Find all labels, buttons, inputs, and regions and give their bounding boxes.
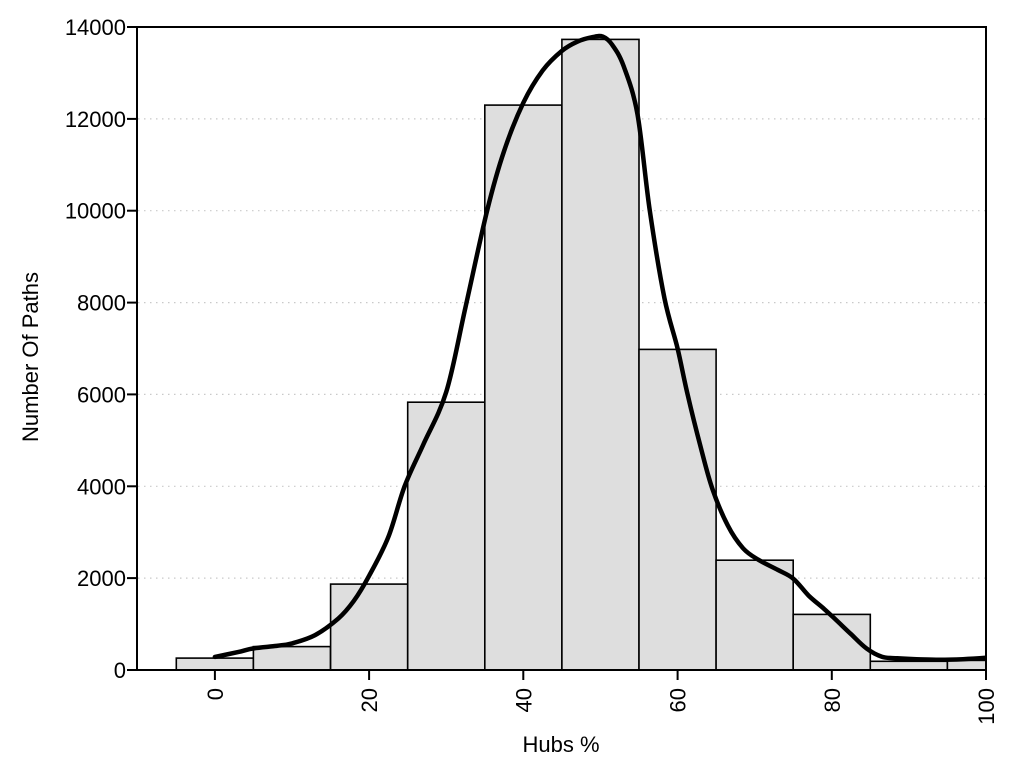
- x-tick-label: 40: [511, 688, 536, 712]
- histogram-bar: [483, 104, 563, 671]
- histogram-bars: [175, 38, 987, 671]
- x-tick-label: 20: [357, 688, 382, 712]
- y-tick-label: 10000: [65, 199, 126, 224]
- histogram-bar: [406, 401, 486, 671]
- y-tick-label: 0: [114, 658, 126, 683]
- histogram-bar: [175, 657, 255, 671]
- histogram-bar: [946, 659, 987, 671]
- histogram-bar: [561, 38, 640, 671]
- histogram-bar: [329, 583, 409, 671]
- x-axis-title: Hubs %: [522, 732, 599, 757]
- y-axis-title: Number Of Paths: [18, 272, 43, 442]
- x-tick-label: 60: [666, 688, 691, 712]
- x-tick-label: 80: [820, 688, 845, 712]
- y-tick-label: 8000: [77, 291, 126, 316]
- axis-ticks: [127, 26, 987, 680]
- y-tick-label: 2000: [77, 566, 126, 591]
- density-curve: [212, 33, 986, 662]
- y-tick-label: 12000: [65, 107, 126, 132]
- histogram-bar: [252, 645, 332, 671]
- y-tick-label: 14000: [65, 15, 126, 40]
- histogram-bar: [715, 559, 794, 671]
- y-tick-label: 6000: [77, 382, 126, 407]
- axis-tick-labels: 0 2000 4000 6000 8000 10000 12000 14000 0 20 40 60 8…: [65, 15, 999, 725]
- x-tick-label: 100: [974, 688, 999, 725]
- frame-rect: [136, 26, 987, 671]
- y-tick-label: 4000: [77, 474, 126, 499]
- histogram-bar: [869, 660, 949, 671]
- histogram-bar: [638, 348, 717, 671]
- x-tick-label: 0: [203, 688, 228, 700]
- plot-frame: [136, 26, 987, 671]
